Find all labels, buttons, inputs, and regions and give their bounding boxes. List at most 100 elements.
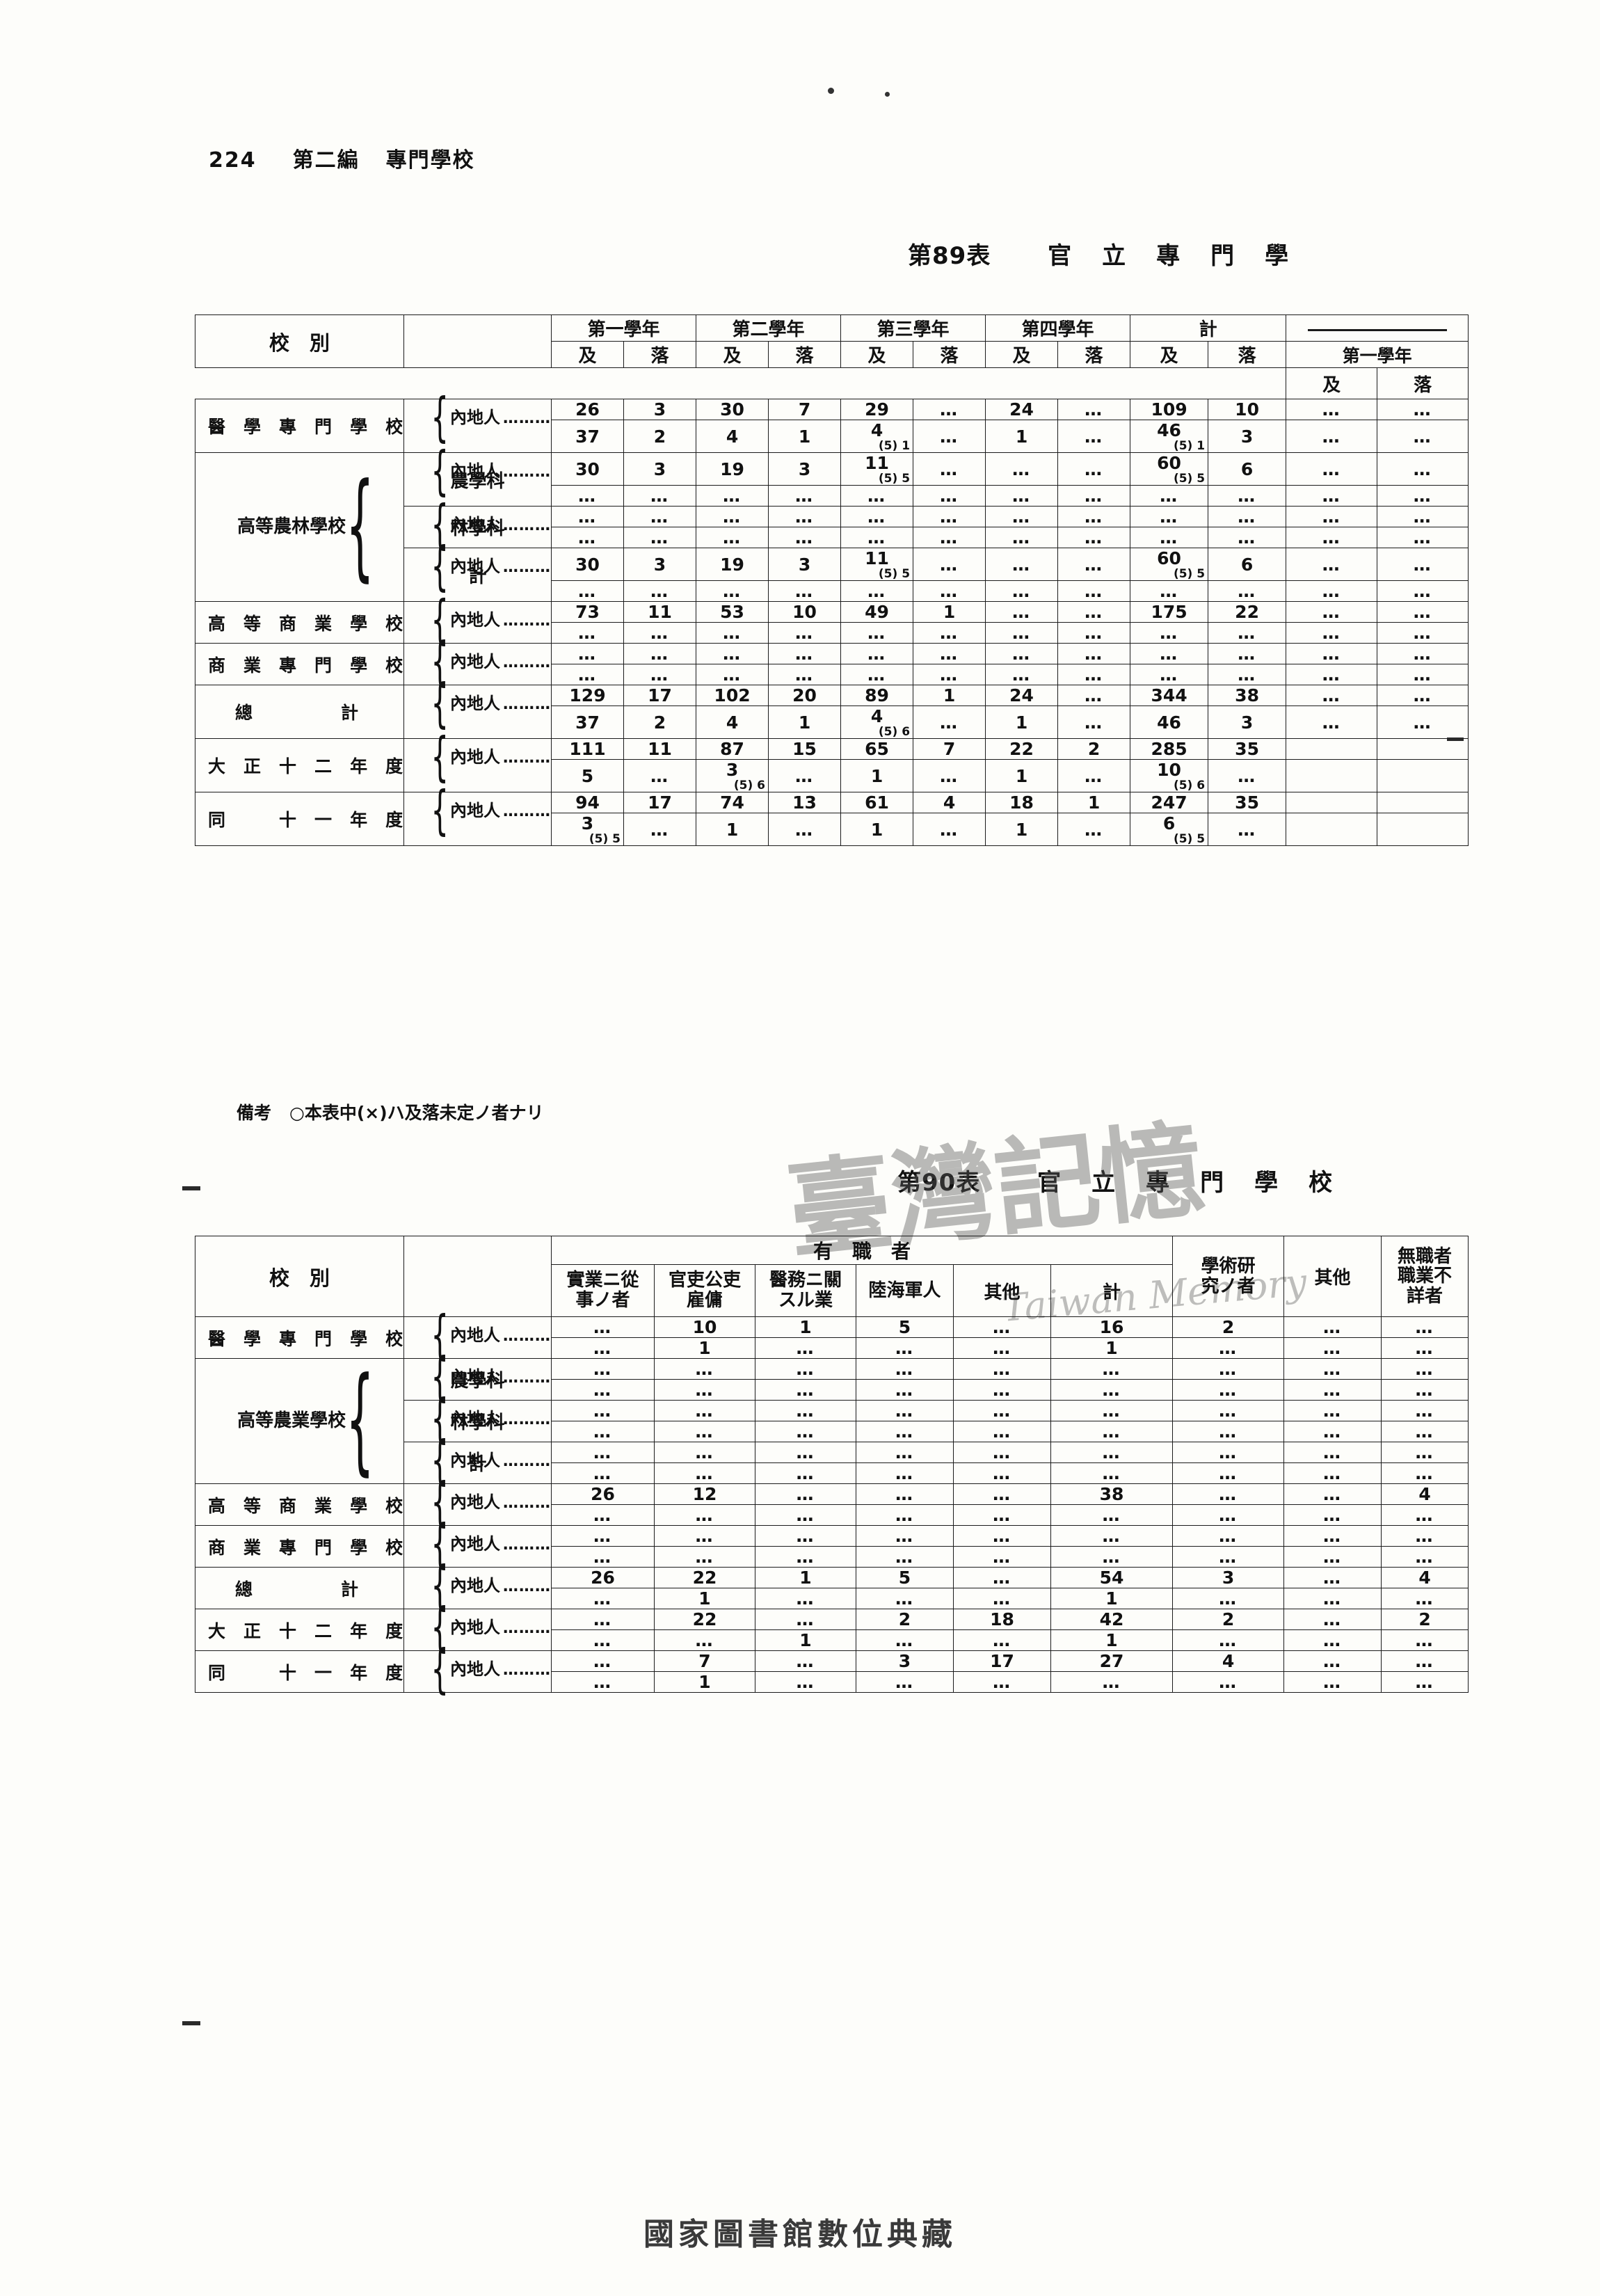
data-cell: … (1050, 1400, 1174, 1421)
data-cell: … (953, 1337, 1051, 1359)
data-cell: … (985, 622, 1059, 644)
data-cell: … (1381, 1671, 1469, 1693)
data-cell: … (1283, 1504, 1382, 1526)
data-cell: 4 (696, 705, 769, 739)
data-cell: … (913, 506, 986, 527)
data-cell: 22 (654, 1609, 755, 1630)
data-cell: … (1377, 601, 1469, 623)
data-cell: … (1377, 643, 1469, 664)
data-cell: … (623, 643, 697, 664)
data-cell: 1 (755, 1629, 856, 1651)
school-name: 總 計 (234, 703, 359, 723)
data-cell: … (1208, 759, 1287, 792)
data-cell: … (551, 1316, 655, 1338)
t1-col-school-sub (403, 314, 552, 368)
t1-sub-y1-fail: 落 (623, 341, 697, 368)
t1-sub-total-pass: 及 (1130, 341, 1209, 368)
data-cell: 35 (1208, 792, 1287, 813)
row-year-sub: {內地人……… (403, 1597, 552, 1659)
table-row: 37 2 4 1 4 (5) 1… 1… 46 (5) 1 3…… (195, 420, 1469, 453)
data-cell: … (755, 1546, 856, 1568)
data-cell: … (755, 1337, 856, 1359)
data-cell: … (840, 580, 914, 602)
page-number: 224 (209, 148, 257, 173)
data-cell: … (985, 643, 1059, 664)
row-year-label: 大正十二年度 (195, 1609, 404, 1651)
data-cell: … (913, 399, 986, 420)
data-cell: … (1283, 1567, 1382, 1588)
row-subdivision-label: {內地人……… (403, 1514, 552, 1575)
data-cell: … (1130, 580, 1209, 602)
data-cell: 87 (696, 738, 769, 760)
data-cell: 285 (1130, 738, 1209, 760)
data-cell: … (1057, 548, 1131, 581)
data-cell: … (1057, 580, 1131, 602)
data-cell: 2 (1057, 738, 1131, 760)
data-cell: … (1377, 420, 1469, 453)
data-cell: … (1377, 548, 1469, 581)
scan-artifact-dot (828, 88, 834, 94)
data-cell: 10 (5) 6 (1130, 759, 1209, 792)
data-cell: … (696, 485, 769, 507)
data-cell: … (755, 1358, 856, 1380)
data-cell: … (1130, 622, 1209, 644)
data-cell: … (551, 1546, 655, 1568)
data-cell: 22 (1208, 601, 1287, 623)
data-cell: 1 (654, 1337, 755, 1359)
data-cell: 46 (5) 1 (1130, 420, 1209, 453)
data-cell: … (985, 548, 1059, 581)
data-cell: 10 (768, 601, 842, 623)
row-year-sub: {內地人……… (403, 781, 552, 846)
data-cell: … (856, 1421, 954, 1442)
table-row: 大正十二年度 {內地人………… 22… 2 18 42 2… 2 (195, 1597, 1469, 1659)
data-cell: 42 (1050, 1609, 1174, 1630)
data-cell: … (623, 759, 697, 792)
data-cell: … (551, 1525, 655, 1547)
data-cell: … (953, 1567, 1051, 1588)
data-cell: … (1377, 705, 1469, 739)
row-school-label: 總 計 (195, 1567, 404, 1609)
table1-title: 第89表 官立專門學 (908, 237, 1319, 271)
ethnic-label: {內地人……… (431, 495, 551, 556)
t2-col-research: 學術研 究ノ者 (1172, 1236, 1285, 1317)
data-cell: 3 (623, 452, 697, 486)
data-cell: 1 (840, 813, 914, 846)
school-name: 大正十二年度 (208, 756, 403, 776)
data-cell: … (1283, 1400, 1382, 1421)
t1-sub-y3-pass: 及 (840, 341, 914, 368)
data-cell: 30 (551, 452, 624, 486)
data-cell: 38 (1050, 1483, 1174, 1505)
data-cell: … (1283, 1358, 1382, 1380)
table1-name: 官立專門學 (1048, 242, 1289, 270)
data-cell: 6 (5) 5 (1130, 813, 1209, 846)
table-row: 計 {內地人……………………………… (195, 1430, 1469, 1492)
row-school-label: 醫學專門學校 (195, 1316, 404, 1359)
t1-col-school: 校 別 (195, 314, 404, 368)
table-row: 商業專門學校 {內地人……………………………………… (195, 632, 1469, 693)
data-cell: 37 (551, 705, 624, 739)
data-cell: 2 (1172, 1316, 1285, 1338)
data-cell: 3 (1172, 1567, 1285, 1588)
data-cell: 29 (840, 399, 914, 420)
table-row: ……………………… (195, 1504, 1469, 1526)
data-cell: 3 (768, 548, 842, 581)
data-cell: … (953, 1379, 1051, 1401)
data-cell: 1 (768, 420, 842, 453)
data-cell: 38 (1208, 685, 1287, 706)
data-cell: 11 (623, 738, 697, 760)
data-cell: … (1057, 643, 1131, 664)
data-cell: … (696, 506, 769, 527)
data-cell: … (1381, 1379, 1469, 1401)
data-cell: … (551, 1609, 655, 1630)
data-cell: … (654, 1400, 755, 1421)
t2-sub-other: 其他 (953, 1264, 1051, 1317)
data-cell: … (1286, 399, 1378, 420)
data-cell: … (696, 527, 769, 548)
data-cell: … (1283, 1629, 1382, 1651)
data-cell: … (1283, 1379, 1382, 1401)
data-cell: … (1208, 580, 1287, 602)
data-cell: 10 (1208, 399, 1287, 420)
data-cell: … (856, 1483, 954, 1505)
data-cell: … (551, 1504, 655, 1526)
data-cell: … (1057, 601, 1131, 623)
